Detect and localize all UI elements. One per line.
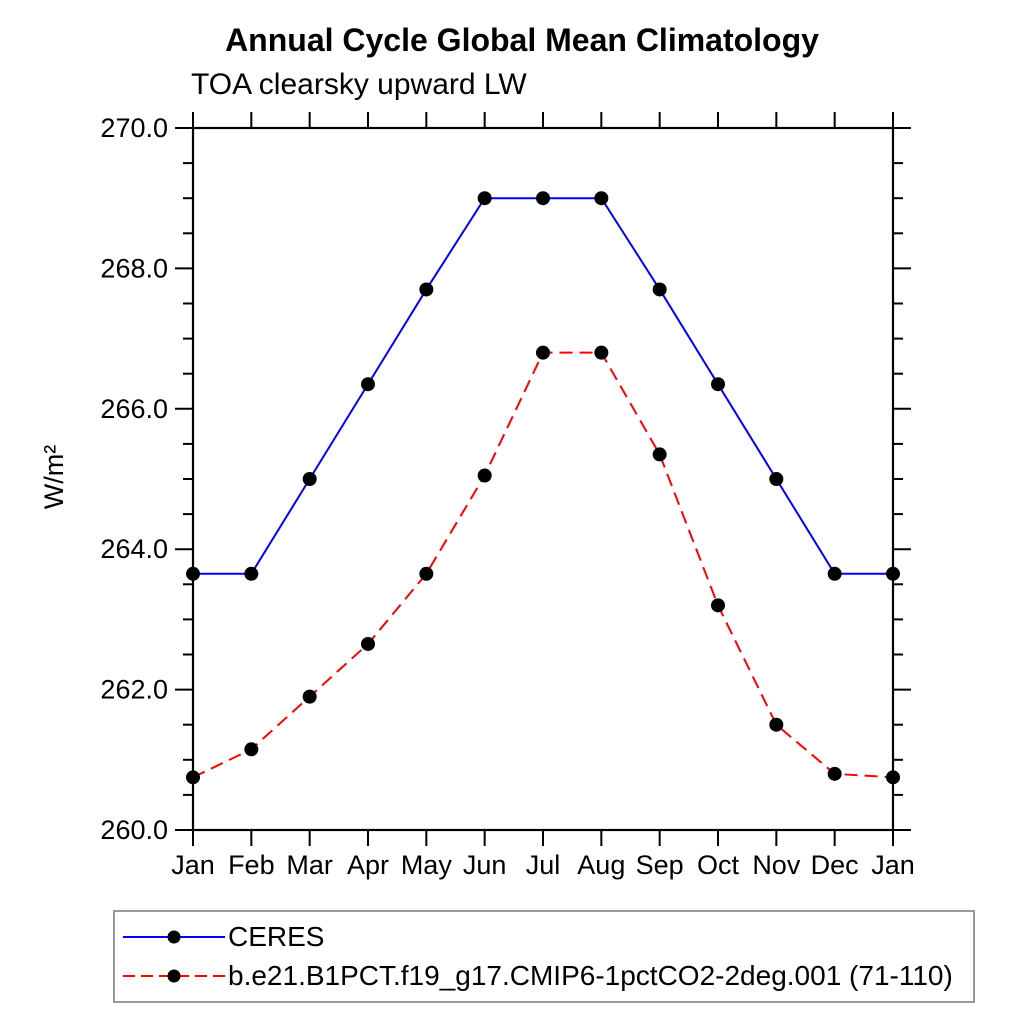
legend-label-model: b.e21.B1PCT.f19_g17.CMIP6-1pctCO2-2deg.0… (228, 960, 953, 991)
data-point-marker (711, 598, 725, 613)
data-point-marker (827, 566, 842, 581)
legend-label-ceres: CERES (228, 921, 325, 952)
chart-title: Annual Cycle Global Mean Climatology (225, 22, 819, 58)
x-tick-label: Sep (636, 850, 684, 880)
y-tick-label: 262.0 (100, 675, 168, 705)
data-point-marker (594, 345, 609, 360)
data-point-marker (886, 770, 900, 785)
x-tick-label: Aug (577, 850, 625, 880)
data-point-marker (536, 191, 550, 206)
y-tick-label: 268.0 (100, 253, 168, 283)
data-point-marker (302, 689, 317, 704)
y-tick-label: 264.0 (100, 534, 168, 564)
legend-sample-marker (167, 969, 181, 983)
plot-frame (191, 126, 895, 832)
x-tick-label: Dec (811, 850, 859, 880)
x-tick-label: Nov (752, 850, 801, 880)
series-line-1 (192, 351, 894, 779)
y-axis-title: W/m² (39, 445, 69, 509)
data-point-marker (361, 377, 375, 392)
data-point-marker (477, 468, 492, 483)
data-point-marker (244, 742, 259, 757)
x-tick-label: May (401, 850, 453, 880)
legend-line-sample-ceres (123, 930, 225, 944)
data-point-marker (419, 282, 434, 297)
x-tick-label: Oct (697, 850, 740, 880)
series-markers-0 (186, 191, 900, 581)
data-point-marker (711, 377, 725, 392)
x-tick-label: Apr (347, 850, 389, 880)
legend-line-sample-model (123, 969, 225, 983)
y-tick-label: 270.0 (100, 113, 168, 143)
data-point-marker (419, 566, 434, 581)
y-axis: 260.0 262.0 264.0 266.0 268.0 270.0 (100, 113, 911, 845)
x-axis: Jan Feb Mar Apr May Jun Jul Aug Sep Oct Nov Dec Jan (171, 112, 915, 880)
data-point-marker (769, 717, 784, 732)
legend: CERES b.e21.B1PCT.f19_g17.CMIP6-1pctCO2-… (113, 910, 975, 1003)
data-point-marker (302, 472, 317, 486)
data-point-marker (652, 282, 667, 297)
x-tick-label: Mar (286, 850, 333, 880)
data-point-marker (652, 447, 667, 462)
series-line-0 (193, 197, 893, 575)
series-markers-1 (186, 345, 900, 785)
x-tick-label: Feb (228, 850, 275, 880)
data-point-marker (477, 191, 492, 206)
y-tick-label: 260.0 (100, 815, 168, 845)
data-point-marker (769, 472, 784, 486)
y-tick-label: 266.0 (100, 394, 168, 424)
data-point-marker (186, 770, 200, 785)
data-point-marker (186, 566, 200, 581)
data-point-marker (827, 766, 842, 781)
x-tick-label: Jan (171, 850, 215, 880)
x-tick-label: Jun (463, 850, 507, 880)
data-point-marker (886, 566, 900, 581)
x-tick-label: Jan (871, 850, 915, 880)
data-point-marker (594, 191, 609, 206)
data-point-marker (536, 345, 550, 360)
data-point-marker (244, 566, 259, 581)
legend-sample-marker (167, 930, 181, 944)
x-tick-label: Jul (526, 850, 561, 880)
chart-subtitle: TOA clearsky upward LW (191, 68, 527, 101)
data-point-marker (361, 636, 375, 651)
legend-item-model: b.e21.B1PCT.f19_g17.CMIP6-1pctCO2-2deg.0… (120, 962, 973, 990)
legend-item-ceres: CERES (120, 923, 973, 951)
